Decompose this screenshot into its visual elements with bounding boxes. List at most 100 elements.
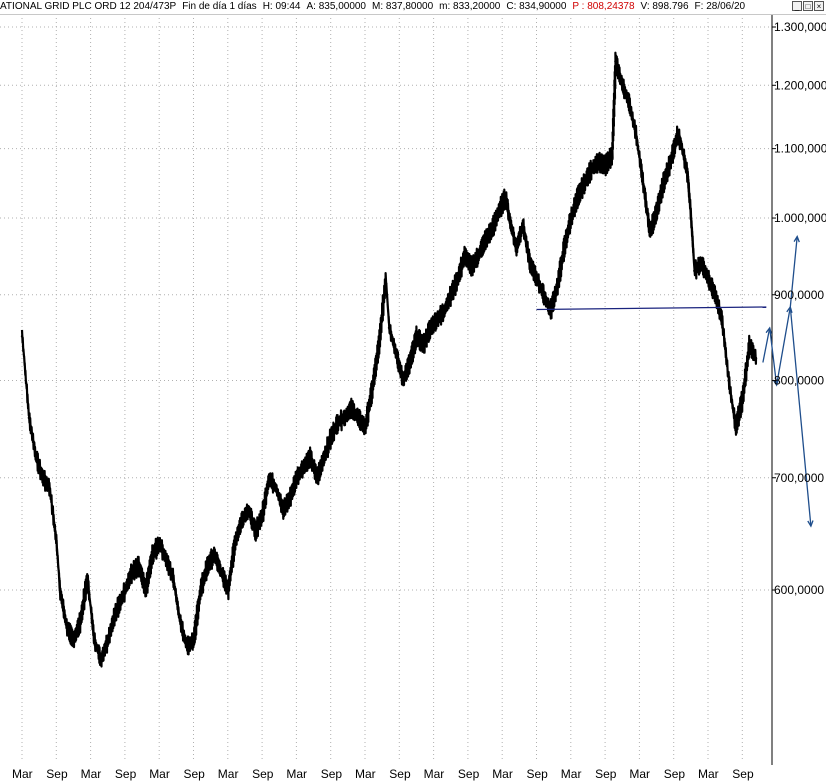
price-point-40 — [295, 476, 298, 479]
price-point-69 — [490, 227, 494, 231]
x-tick-label-16: Mar — [561, 767, 582, 781]
price-point-62 — [442, 309, 446, 313]
price-point-28 — [212, 553, 216, 556]
projection-down-path — [789, 306, 812, 527]
price-point-43 — [315, 476, 319, 479]
price-point-59 — [422, 343, 425, 347]
price-point-13 — [106, 639, 109, 642]
price-point-33 — [247, 508, 250, 511]
price-point-64 — [456, 277, 459, 280]
price-point-49 — [356, 416, 360, 420]
y-tick-label-0: 1.300,0000 — [774, 20, 826, 34]
x-tick-label-18: Mar — [629, 767, 650, 781]
price-point-61 — [435, 318, 439, 321]
price-point-95 — [662, 181, 665, 184]
price-point-66 — [470, 265, 473, 269]
price-point-7 — [65, 626, 68, 629]
price-point-45 — [329, 436, 332, 439]
price-point-81 — [569, 216, 572, 220]
price-point-84 — [590, 167, 593, 170]
price-point-54 — [387, 326, 391, 330]
time-value: H: 09:44 — [262, 1, 301, 12]
price-point-75 — [528, 261, 531, 265]
y-axis-labels: 1.300,0000 1.200,0000 1.100,0000 1.000,0000… — [772, 20, 826, 597]
price-point-77 — [542, 293, 545, 296]
support-trendline — [536, 306, 767, 311]
price-point-30 — [226, 588, 229, 592]
price-point-14 — [113, 613, 116, 616]
low-value: m: 833,20000 — [439, 1, 501, 12]
projection-down-path-arrowhead-1 — [807, 520, 814, 528]
x-axis-labels: Mar Sep Mar Sep Mar Sep Mar Sep Mar Sep Mar Sep Mar S… — [12, 767, 754, 781]
y-tick-label-3: 1.000,0000 — [774, 211, 826, 225]
price-point-65 — [463, 254, 466, 257]
price-point-92 — [641, 181, 645, 184]
grid-lines — [0, 14, 773, 765]
x-tick-label-14: Mar — [492, 767, 513, 781]
projection-up-path-arrowhead-1 — [765, 326, 772, 334]
price-point-52 — [377, 343, 380, 347]
x-tick-label-10: Mar — [355, 767, 376, 781]
price-point-50 — [363, 426, 367, 429]
price-point-27 — [206, 564, 209, 568]
price-point-36 — [267, 476, 271, 479]
price-point-38 — [281, 508, 284, 511]
price-point-24 — [185, 645, 188, 648]
price-point-2 — [34, 456, 37, 459]
drawn-annotations — [536, 235, 814, 528]
maximize-button[interactable]: □ — [803, 1, 813, 11]
price-point-105 — [720, 318, 723, 321]
price-point-79 — [555, 285, 559, 288]
price-point-35 — [260, 513, 264, 517]
x-tick-label-11: Sep — [389, 767, 411, 781]
price-point-57 — [408, 361, 411, 364]
price-point-70 — [497, 209, 500, 212]
x-tick-label-9: Sep — [321, 767, 343, 781]
price-point-91 — [634, 134, 638, 137]
price-series — [20, 51, 758, 668]
high-value: M: 837,80000 — [372, 1, 434, 12]
x-tick-label-6: Mar — [218, 767, 239, 781]
price-point-73 — [514, 246, 518, 249]
price-point-39 — [288, 497, 291, 501]
price-point-8 — [72, 639, 75, 642]
price-point-94 — [655, 209, 658, 212]
price-point-99 — [686, 174, 689, 177]
price-point-29 — [219, 570, 223, 574]
period-label: Fin de día 1 días — [182, 1, 257, 12]
price-point-104 — [713, 293, 717, 296]
price-point-93 — [648, 231, 651, 234]
x-tick-label-15: Sep — [527, 767, 549, 781]
price-point-32 — [240, 519, 243, 522]
price-point-37 — [274, 487, 278, 490]
price-point-108 — [741, 397, 744, 401]
minimize-button[interactable]: _ — [792, 1, 802, 11]
y-tick-label-2: 1.100,0000 — [774, 142, 826, 156]
price-point-53 — [384, 277, 387, 280]
x-tick-label-13: Sep — [458, 767, 480, 781]
price-value: P : 808,24378 — [572, 1, 635, 12]
x-tick-label-5: Sep — [184, 767, 206, 781]
y-tick-label-1: 1.200,0000 — [774, 78, 826, 92]
price-point-90 — [627, 102, 631, 105]
price-point-88 — [614, 60, 617, 63]
price-point-17 — [137, 564, 140, 568]
price-point-83 — [583, 181, 586, 184]
price-point-5 — [55, 541, 58, 545]
price-point-106 — [727, 379, 730, 382]
price-point-63 — [449, 293, 452, 296]
price-point-4 — [48, 487, 51, 490]
price-point-22 — [171, 576, 175, 580]
price-point-103 — [706, 277, 710, 280]
x-tick-label-21: Sep — [732, 767, 754, 781]
price-point-12 — [99, 658, 103, 662]
open-value: A: 835,00000 — [306, 1, 367, 12]
close-button[interactable]: × — [814, 1, 824, 11]
price-point-23 — [178, 619, 181, 623]
price-point-0 — [20, 335, 24, 338]
price-point-107 — [734, 426, 737, 429]
window-controls: _ □ × — [792, 1, 824, 11]
price-point-20 — [158, 541, 161, 545]
price-point-42 — [308, 456, 312, 459]
